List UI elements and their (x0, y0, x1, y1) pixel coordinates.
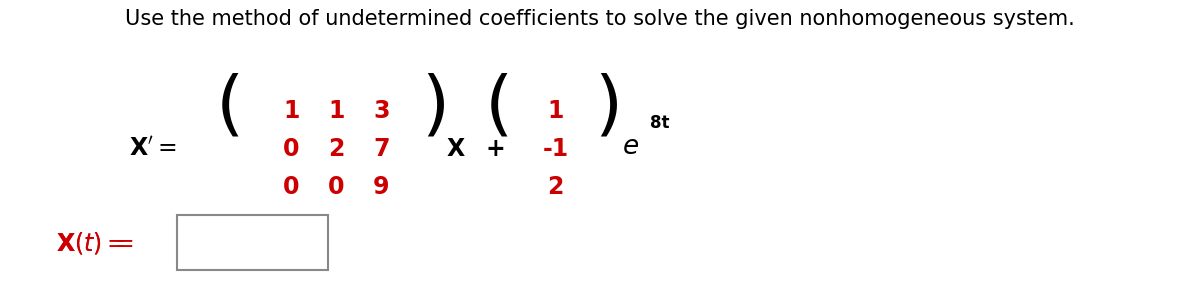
Text: $\mathbf{+}$: $\mathbf{+}$ (485, 137, 504, 161)
Text: 1: 1 (328, 99, 344, 123)
Text: $\mathbf{X'} =$: $\mathbf{X'} =$ (130, 137, 176, 161)
Text: 0: 0 (283, 175, 300, 199)
Text: Use the method of undetermined coefficients to solve the given nonhomogeneous sy: Use the method of undetermined coefficie… (125, 9, 1075, 29)
Text: ): ) (594, 72, 623, 142)
Text: 7: 7 (373, 137, 390, 161)
Text: (: ( (216, 72, 244, 142)
Text: 1: 1 (283, 99, 300, 123)
Text: ): ) (421, 72, 449, 142)
Text: 0: 0 (328, 175, 344, 199)
Text: (: ( (485, 72, 512, 142)
Text: 1: 1 (547, 99, 564, 123)
Text: 2: 2 (328, 137, 344, 161)
Text: 9: 9 (373, 175, 390, 199)
Text: 8t: 8t (649, 115, 670, 133)
Text: 3: 3 (373, 99, 390, 123)
Text: -1: -1 (542, 137, 569, 161)
Text: $\mathbf{X}$: $\mathbf{X}$ (446, 137, 466, 161)
Text: $e$: $e$ (623, 134, 640, 160)
Text: $\mathbf{X}$$(t)$ $=$: $\mathbf{X}$$(t)$ $=$ (56, 230, 134, 256)
Text: $\mathbf{X}(t) =$: $\mathbf{X}(t) =$ (56, 230, 126, 256)
Text: 0: 0 (283, 137, 300, 161)
FancyBboxPatch shape (176, 215, 329, 270)
Text: 2: 2 (547, 175, 564, 199)
